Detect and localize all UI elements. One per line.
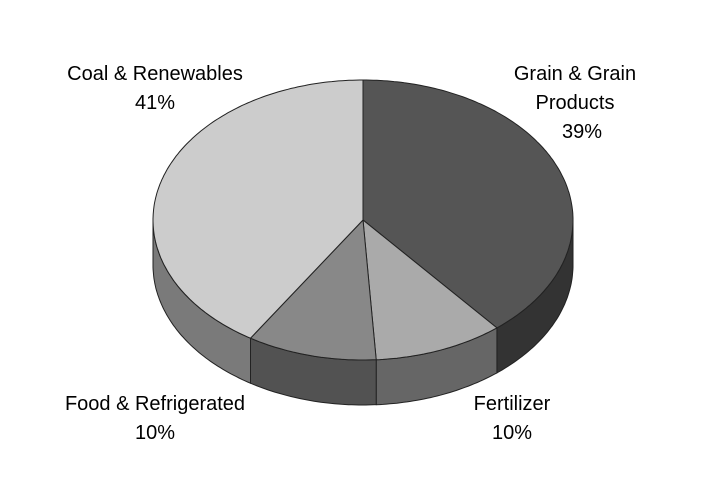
category-label: Food & Refrigerated — [64, 393, 246, 415]
slice-label: Grain & Grain Products 39% — [475, 60, 675, 147]
pie-slice — [362, 79, 574, 329]
value-label: 39% — [561, 121, 603, 143]
value-label: 10% — [491, 422, 533, 444]
category-label: Grain & Grain Products — [513, 63, 637, 114]
pie-slice — [362, 218, 498, 361]
slice-label: Fertilizer 10% — [412, 390, 612, 448]
slice-label: Coal & Renewables 41% — [25, 60, 285, 118]
value-label: 41% — [134, 92, 176, 114]
slice-label: Food & Refrigerated 10% — [25, 390, 285, 448]
category-label: Coal & Renewables — [67, 63, 243, 85]
pie-slice — [249, 218, 377, 361]
pie-slice — [152, 79, 364, 339]
value-label: 10% — [134, 422, 176, 444]
category-label: Fertilizer — [473, 393, 551, 415]
